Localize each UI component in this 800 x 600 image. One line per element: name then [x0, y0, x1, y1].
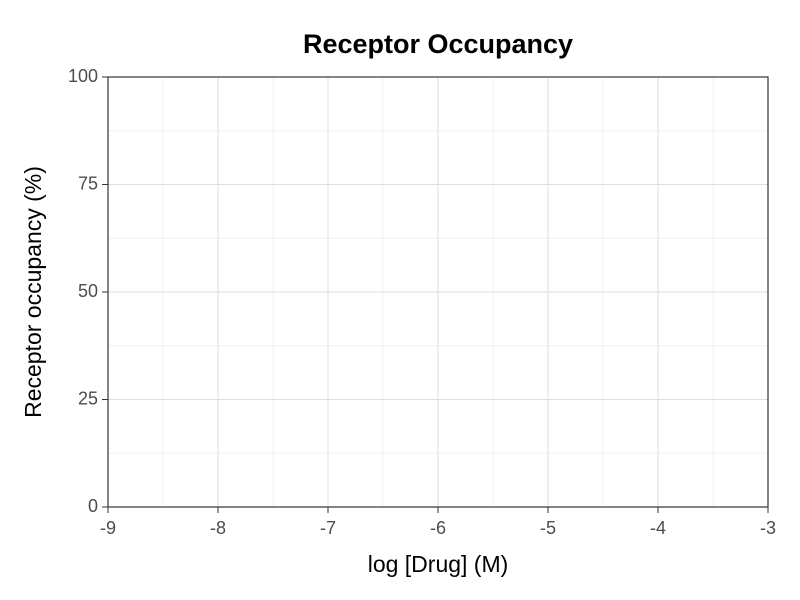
y-tick-label: 0	[88, 496, 98, 516]
x-axis-label: log [Drug] (M)	[368, 551, 509, 577]
y-tick-label: 100	[68, 66, 98, 86]
x-tick-label: -9	[100, 518, 116, 538]
x-tick-label: -7	[320, 518, 336, 538]
y-axis-label: Receptor occupancy (%)	[20, 166, 46, 418]
plot-border	[107, 76, 769, 508]
x-tick-label: -6	[430, 518, 446, 538]
y-tick-label: 75	[78, 173, 98, 193]
chart-title: Receptor Occupancy	[303, 29, 573, 59]
y-tick-label: 25	[78, 388, 98, 408]
x-tick-label: -8	[210, 518, 226, 538]
x-tick-label: -4	[650, 518, 666, 538]
x-tick-label: -5	[540, 518, 556, 538]
x-tick-label: -3	[760, 518, 776, 538]
y-tick-label: 50	[78, 281, 98, 301]
